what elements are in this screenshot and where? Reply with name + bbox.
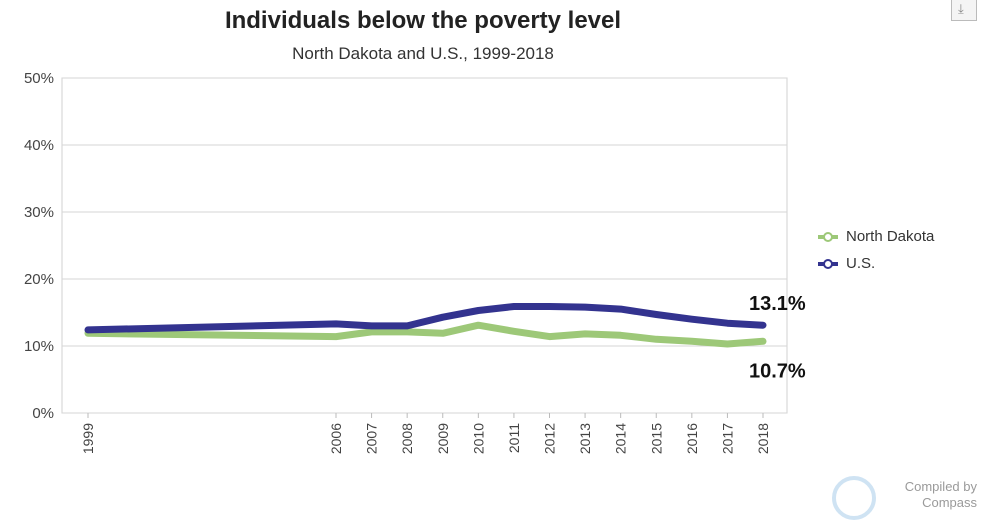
chart-subtitle: North Dakota and U.S., 1999-2018 bbox=[292, 44, 554, 63]
download-icon: ⤓ bbox=[958, 2, 964, 17]
y-tick-label: 40% bbox=[24, 137, 54, 154]
credit-line-2: Compass bbox=[922, 495, 977, 510]
plot-area bbox=[61, 77, 788, 414]
credit: Compiled by Compass bbox=[832, 474, 982, 520]
series-line-us bbox=[84, 303, 767, 334]
x-tick-label: 2016 bbox=[684, 423, 700, 454]
credit-line-1: Compiled by bbox=[904, 479, 977, 494]
x-tick-label: 2015 bbox=[648, 423, 664, 454]
x-tick-label: 2018 bbox=[755, 423, 771, 454]
legend-label-north-dakota: North Dakota bbox=[846, 228, 935, 245]
y-tick-label: 50% bbox=[24, 70, 54, 87]
x-tick-label: 2010 bbox=[470, 423, 486, 454]
x-tick-label: 2008 bbox=[399, 423, 415, 454]
y-tick-label: 20% bbox=[24, 271, 54, 288]
download-button[interactable]: ⤓ bbox=[951, 0, 977, 21]
chart-title: Individuals below the poverty level bbox=[224, 7, 622, 34]
legend-item-north-dakota[interactable]: North Dakota bbox=[818, 223, 934, 250]
north-dakota-swatch-icon bbox=[818, 231, 838, 242]
legend-label-us: U.S. bbox=[846, 255, 876, 272]
x-tick-label: 2006 bbox=[328, 423, 344, 454]
us-swatch-icon bbox=[818, 258, 838, 269]
x-tick-label: 2014 bbox=[613, 423, 629, 454]
series-line-north-dakota bbox=[84, 321, 767, 348]
y-tick-label: 30% bbox=[24, 204, 54, 221]
x-tick-label: 2007 bbox=[364, 423, 380, 454]
annotation-north-dakota-value: 10.7% bbox=[749, 360, 806, 382]
x-tick-label: 2013 bbox=[577, 423, 593, 454]
x-tick-label: 2011 bbox=[506, 423, 522, 453]
y-tick-label: 10% bbox=[24, 338, 54, 355]
x-tick-label: 1999 bbox=[80, 423, 96, 454]
credit-text: Compiled by Compass bbox=[905, 479, 977, 511]
legend-item-us[interactable]: U.S. bbox=[818, 250, 934, 277]
x-tick-label: 2012 bbox=[542, 423, 558, 454]
x-tick-label: 2017 bbox=[719, 423, 735, 454]
legend: North Dakota U.S. bbox=[818, 223, 934, 277]
compass-logo-icon bbox=[832, 476, 876, 520]
y-tick-label: 0% bbox=[32, 405, 54, 422]
x-tick-label: 2009 bbox=[435, 423, 451, 454]
annotation-us-value: 13.1% bbox=[749, 293, 806, 315]
